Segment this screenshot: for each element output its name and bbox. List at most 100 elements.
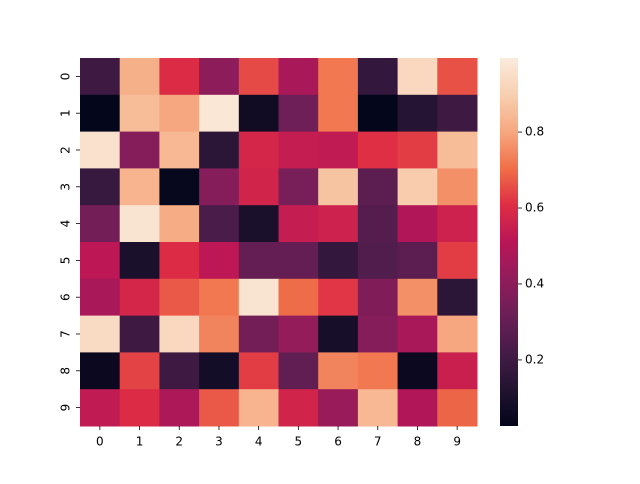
heatmap-cell <box>278 168 319 206</box>
heatmap-cell <box>80 278 121 317</box>
heatmap-cell <box>238 352 279 390</box>
heatmap-cell <box>119 242 160 280</box>
heatmap-cell <box>80 315 121 353</box>
heatmap-cell <box>278 389 319 427</box>
heatmap-cell <box>199 205 240 243</box>
colorbar-tick-label: 0.4 <box>525 276 544 290</box>
heatmap-cell <box>159 205 200 243</box>
y-tick-label: 8 <box>59 367 73 375</box>
heatmap-cell <box>318 131 359 169</box>
heatmap-cell <box>199 278 240 317</box>
heatmap-cell <box>397 242 438 280</box>
heatmap-cell <box>199 352 240 390</box>
heatmap-cell <box>397 389 438 427</box>
heatmap-cell <box>357 94 399 133</box>
heatmap-cell <box>437 278 478 317</box>
heatmap-cell <box>119 315 160 353</box>
heatmap-cell <box>238 168 279 206</box>
heatmap-cell <box>238 278 279 317</box>
heatmap-cell <box>437 315 478 353</box>
y-tick-label: 0 <box>59 73 73 81</box>
heatmap-cell <box>397 94 438 133</box>
heatmap-cell <box>159 278 200 317</box>
heatmap-cell <box>119 278 160 317</box>
heatmap-cell <box>238 131 279 169</box>
heatmap-cell <box>159 315 200 353</box>
heatmap-cell <box>318 278 359 317</box>
y-tick-label: 9 <box>59 404 73 412</box>
heatmap-cell <box>159 168 200 206</box>
heatmap-cell <box>80 168 121 206</box>
y-tick-label: 4 <box>59 220 73 228</box>
heatmap-cell <box>397 168 438 206</box>
heatmap-cell <box>397 131 438 169</box>
heatmap-cell <box>318 389 359 427</box>
y-tick-label: 3 <box>59 183 73 191</box>
heatmap-cell <box>80 94 121 133</box>
heatmap-cell <box>357 242 399 280</box>
heatmap-cell <box>199 168 240 206</box>
heatmap-cell <box>238 205 279 243</box>
heatmap-cell <box>238 58 279 96</box>
heatmap-cell <box>278 94 319 133</box>
x-tick-label: 2 <box>175 435 183 449</box>
heatmap-cell <box>357 315 399 353</box>
heatmap-cell <box>159 94 200 133</box>
colorbar-tick-label: 0.6 <box>525 201 544 215</box>
heatmap-cell <box>437 131 478 169</box>
heatmap-cell <box>159 58 200 96</box>
heatmap-cell <box>119 205 160 243</box>
heatmap-cell <box>318 168 359 206</box>
heatmap-cell <box>437 168 478 206</box>
heatmap-cell <box>437 58 478 96</box>
x-tick-label: 1 <box>136 435 144 449</box>
heatmap-cell <box>397 205 438 243</box>
heatmap-cell <box>119 352 160 390</box>
colorbar <box>500 58 518 426</box>
heatmap-cell <box>397 278 438 317</box>
heatmap-cell <box>357 58 399 96</box>
x-tick-label: 9 <box>453 435 461 449</box>
heatmap-cell <box>318 205 359 243</box>
heatmap-cell <box>159 131 200 169</box>
colorbar-tick-label: 0.2 <box>525 352 544 366</box>
heatmap-cell <box>119 94 160 133</box>
heatmap-cell <box>199 315 240 353</box>
heatmap-cell <box>318 352 359 390</box>
heatmap-cell <box>159 242 200 280</box>
heatmap-cell <box>318 315 359 353</box>
heatmap-cell <box>80 131 121 169</box>
y-tick-label: 1 <box>59 109 73 117</box>
heatmap-cell <box>199 94 240 133</box>
heatmap-cell <box>278 315 319 353</box>
x-tick-label: 7 <box>374 435 382 449</box>
heatmap-cell <box>278 58 319 96</box>
y-tick-label: 6 <box>59 293 73 301</box>
heatmap-cell <box>318 242 359 280</box>
heatmap-cell <box>159 389 200 427</box>
heatmap-cell <box>238 94 279 133</box>
heatmap-cell <box>397 352 438 390</box>
heatmap-cell <box>119 389 160 427</box>
heatmap-cell <box>80 389 121 427</box>
heatmap-cell <box>119 58 160 96</box>
colorbar-tick-label: 0.8 <box>525 125 544 139</box>
heatmap-cell <box>238 242 279 280</box>
heatmap-cell <box>80 352 121 390</box>
heatmap-cell <box>119 131 160 169</box>
heatmap-cell <box>80 242 121 280</box>
x-tick-label: 8 <box>414 435 422 449</box>
y-tick-label: 2 <box>59 146 73 154</box>
heatmap-cell <box>278 278 319 317</box>
x-tick-label: 4 <box>255 435 263 449</box>
heatmap-cell <box>357 168 399 206</box>
heatmap-cell <box>278 205 319 243</box>
heatmap-cell <box>199 131 240 169</box>
y-tick-label: 7 <box>59 330 73 338</box>
y-tick-label: 5 <box>59 257 73 265</box>
heatmap-cell <box>357 131 399 169</box>
heatmap-cell <box>437 94 478 133</box>
heatmap-cell <box>357 389 399 427</box>
heatmap-cell <box>278 131 319 169</box>
x-tick-label: 3 <box>215 435 223 449</box>
